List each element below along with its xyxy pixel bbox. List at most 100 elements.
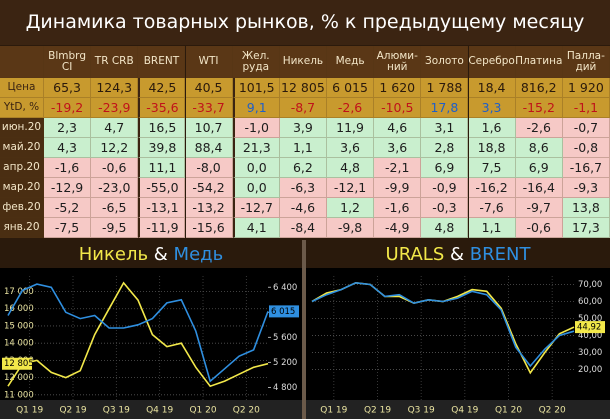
column-header: Палла- дий [562, 46, 610, 78]
last-value-label: 6 015 [271, 307, 295, 317]
table-cell: -7,5 [44, 218, 92, 238]
table-cell: -23,9 [91, 98, 139, 118]
table-cell: -0,6 [515, 218, 563, 238]
table-cell: 4,7 [91, 118, 139, 138]
table-cell: -2,6 [515, 118, 563, 138]
table-cell: 12 805 [279, 78, 327, 98]
table-cell: -1,6 [374, 198, 422, 218]
x-tick-label: Q3 19 [408, 406, 435, 416]
table-cell: 42,5 [138, 78, 186, 98]
table-cell: -1,1 [562, 98, 610, 118]
table-cell: -12,9 [44, 178, 92, 198]
column-header: Золото [421, 46, 469, 78]
table-cell: -10,5 [374, 98, 422, 118]
x-tick-label: Q2 20 [233, 406, 260, 416]
series-line [311, 281, 575, 368]
x-tick-label: Q1 20 [189, 406, 216, 416]
y-tick-label: 40,00 [578, 331, 602, 341]
separator [302, 240, 306, 419]
table-cell: -0,6 [91, 158, 139, 178]
table-cell: 124,3 [91, 78, 139, 98]
row-label: Цена [0, 78, 44, 98]
table-cell: -9,9 [374, 178, 422, 198]
x-tick-label: Q4 19 [146, 406, 173, 416]
table-cell: 3,9 [279, 118, 327, 138]
last-value-box [269, 305, 299, 318]
table-cell: 18,8 [468, 138, 516, 158]
y-tick-label: 20,00 [578, 365, 602, 375]
chart-bg [306, 268, 610, 419]
table-cell: -0,8 [562, 138, 610, 158]
row-label: май.20 [0, 138, 44, 158]
x-tick-label: Q1 19 [16, 406, 43, 416]
table-cell: -9,3 [562, 178, 610, 198]
table-cell: -2,6 [327, 98, 375, 118]
y-tick-label: 12 000 [4, 373, 34, 383]
y2-tick-label: 6 400 [273, 283, 297, 293]
table-cell: -54,2 [185, 178, 233, 198]
column-header: TR CRB [91, 46, 139, 78]
legend-entry: Медь [174, 244, 224, 265]
table-cell: 7,5 [468, 158, 516, 178]
table-cell: 1,1 [279, 138, 327, 158]
y-tick-label: 60,00 [578, 297, 602, 307]
y-tick-label: 14 000 [4, 339, 34, 349]
legend-entry: BRENT [470, 244, 532, 265]
table-cell: 4,6 [374, 118, 422, 138]
column-header: Blmbrg CI [44, 46, 92, 78]
table-cell: 1 920 [562, 78, 610, 98]
table-cell: -9,8 [327, 218, 375, 238]
table-cell: -19,2 [44, 98, 92, 118]
table-cell: 3,6 [374, 138, 422, 158]
column-header: Жел. руда [232, 46, 280, 78]
table-cell: -6,3 [279, 178, 327, 198]
table-cell: -0,9 [421, 178, 469, 198]
legend-entry: Никель [79, 244, 148, 265]
table-cell: -11,9 [138, 218, 186, 238]
y-tick-label: 50,00 [578, 314, 602, 324]
table-cell: 65,3 [44, 78, 92, 98]
table-cell: -33,7 [185, 98, 233, 118]
table-cell: -9,7 [515, 198, 563, 218]
y-tick-label: 16 000 [4, 304, 34, 314]
table-cell: -9,5 [91, 218, 139, 238]
table-cell: -8,0 [185, 158, 233, 178]
table-cell: -8,4 [279, 218, 327, 238]
table-cell: 6,9 [515, 158, 563, 178]
last-value-label: 44,92 [577, 323, 601, 333]
table-cell: -4,9 [374, 218, 422, 238]
y-tick-label: 15 000 [4, 321, 34, 331]
x-tick-label: Q2 19 [364, 406, 391, 416]
row-label: YtD, % [0, 98, 44, 118]
table-cell: 17,8 [421, 98, 469, 118]
table-cell: 1,1 [468, 218, 516, 238]
table-cell: 1 788 [421, 78, 469, 98]
table-cell: -12,1 [327, 178, 375, 198]
table-cell: 9,1 [232, 98, 280, 118]
table-cell: -5,2 [44, 198, 92, 218]
table-cell: -0,3 [421, 198, 469, 218]
table-cell: -16,4 [515, 178, 563, 198]
table-cell: -8,7 [279, 98, 327, 118]
column-header: Медь [327, 46, 375, 78]
series-line [7, 283, 269, 383]
table-cell: 4,1 [232, 218, 280, 238]
table-cell: 6 015 [327, 78, 375, 98]
table-cell: -15,6 [185, 218, 233, 238]
x-tick-label: Q2 20 [539, 406, 566, 416]
table-cell: 11,9 [327, 118, 375, 138]
x-tick-label: Q1 19 [320, 406, 347, 416]
table-cell: 10,7 [185, 118, 233, 138]
table-cell: 11,1 [138, 158, 186, 178]
table-cell: 4,8 [421, 218, 469, 238]
axis-band [306, 400, 610, 419]
table-cell: 18,4 [468, 78, 516, 98]
column-header: WTI [185, 46, 233, 78]
table-cell: 0,0 [232, 178, 280, 198]
column-header: Серебро [468, 46, 516, 78]
column-header: Платина [515, 46, 563, 78]
y2-tick-label: 4 800 [273, 383, 297, 393]
table-cell: 4,3 [44, 138, 92, 158]
x-tick-label: Q1 20 [495, 406, 522, 416]
